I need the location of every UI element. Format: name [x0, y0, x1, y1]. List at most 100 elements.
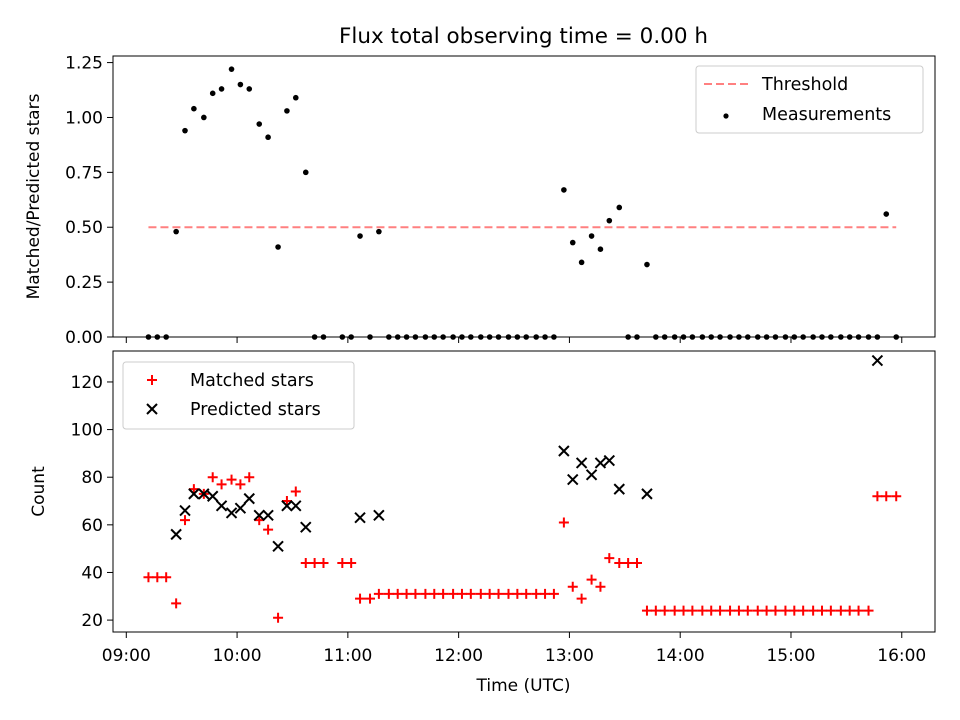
matched-star-marker [512, 588, 523, 599]
predicted-star-marker [290, 500, 302, 512]
count-x-axis-label: Time (UTC) [476, 676, 571, 696]
predicted-star-marker [354, 511, 366, 524]
matched-star-marker [697, 605, 708, 616]
ratio-legend: Threshold Measurements [695, 65, 924, 134]
matched-star-marker [281, 496, 292, 507]
matched-star-marker [825, 605, 836, 616]
matched-star-marker [438, 588, 449, 599]
ratio-y-tick-label: 0.50 [65, 218, 103, 238]
matched-star-marker [392, 588, 403, 599]
matched-star-marker [448, 588, 459, 599]
measurement-point [292, 94, 299, 101]
matched-star-marker [318, 557, 329, 568]
matched-star-marker [484, 588, 495, 599]
matched-star-marker [226, 474, 237, 485]
matched-star-marker [365, 593, 376, 604]
ratio-y-tick-label: 0.75 [65, 163, 103, 183]
count-x-tick-label: 11:00 [323, 646, 372, 666]
matched-star-marker [650, 605, 661, 616]
matched-star-marker [715, 605, 726, 616]
matched-star-marker [576, 593, 587, 604]
matched-star-marker [853, 605, 864, 616]
matched-star-marker [752, 605, 763, 616]
measurement-point [265, 134, 271, 141]
threshold-legend-label: Threshold [761, 75, 848, 95]
matched-star-marker [161, 572, 172, 583]
predicted-star-marker [272, 540, 284, 552]
ratio-y-axis-label: Matched/Predicted stars [24, 93, 44, 299]
predicted-star-marker [871, 354, 884, 367]
ratio-y-tick-label: 0.00 [65, 328, 103, 348]
matched-star-marker [891, 491, 902, 502]
measurement-point [578, 259, 585, 266]
count-plot-area [143, 354, 902, 623]
matched-star-marker [687, 605, 698, 616]
predicted-star-marker [215, 500, 228, 512]
matched-star-marker [503, 588, 514, 599]
predicted-star-marker [206, 490, 219, 502]
predicted-legend-marker [146, 403, 158, 415]
count-x-tick-label: 12:00 [434, 646, 483, 666]
measurements-legend-label: Measurements [762, 105, 891, 125]
matched-star-marker [273, 612, 284, 623]
matched-star-marker [300, 557, 311, 568]
matched-star-marker [465, 588, 476, 599]
matched-star-marker [429, 588, 440, 599]
matched-star-marker [872, 491, 883, 502]
measurement-point [228, 66, 235, 72]
measurement-point [883, 211, 890, 217]
matched-star-marker [152, 572, 163, 583]
matched-star-marker [475, 588, 486, 599]
count-y-tick-label: 20 [81, 611, 103, 631]
matched-star-marker [548, 588, 559, 599]
matched-star-marker [789, 605, 800, 616]
measurement-point [606, 217, 613, 224]
matched-star-marker [540, 588, 551, 599]
matched-star-marker [521, 588, 532, 599]
predicted-star-marker [567, 473, 579, 486]
ratio-axes-frame [112, 55, 936, 338]
predicted-star-marker [585, 469, 598, 481]
matched-star-marker [770, 605, 781, 616]
measurement-point [191, 105, 197, 112]
matched-star-marker [733, 605, 744, 616]
matched-star-marker [309, 557, 320, 568]
measurements-legend-marker [723, 113, 729, 119]
count-panel: Count Time (UTC) 20 40 60 80 100 120 09:00 10:0… [29, 350, 936, 696]
matched-star-marker [808, 605, 819, 616]
measurement-point [182, 127, 188, 134]
measurement-point [644, 261, 650, 268]
measurement-point [357, 233, 363, 239]
count-y-tick-label: 100 [71, 421, 103, 441]
count-x-tick-label: 13:00 [545, 646, 594, 666]
count-x-tick-label: 10:00 [213, 646, 262, 666]
predicted-star-marker [613, 483, 625, 495]
predicted-star-marker [558, 445, 570, 457]
count-axes-frame [112, 350, 936, 633]
matched-star-marker [531, 588, 542, 599]
ratio-legend-frame [695, 65, 924, 134]
measurement-point [237, 81, 244, 88]
ratio-plot-area [145, 66, 900, 340]
matched-star-marker [742, 605, 753, 616]
matched-star-marker [420, 588, 431, 599]
count-legend: Matched stars Predicted stars [122, 361, 355, 430]
matched-star-marker [337, 557, 348, 568]
measurement-point [201, 114, 207, 121]
predicted-star-marker [641, 488, 653, 500]
predicted-star-marker [243, 492, 255, 505]
count-y-tick-label: 120 [71, 373, 103, 393]
ratio-ticks: 0.00 0.25 0.50 0.75 1.00 1.25 [65, 54, 903, 348]
predicted-star-marker [188, 488, 200, 500]
matched-star-marker [235, 479, 246, 490]
predicted-star-marker [170, 528, 182, 541]
predicted-star-marker [594, 457, 607, 469]
predicted-star-marker [225, 507, 238, 519]
matched-star-marker [817, 605, 828, 616]
matched-star-marker [678, 605, 689, 616]
matched-star-marker [567, 581, 578, 592]
matched-star-marker [669, 605, 680, 616]
matched-star-marker [216, 479, 227, 490]
measurement-point [218, 86, 225, 92]
